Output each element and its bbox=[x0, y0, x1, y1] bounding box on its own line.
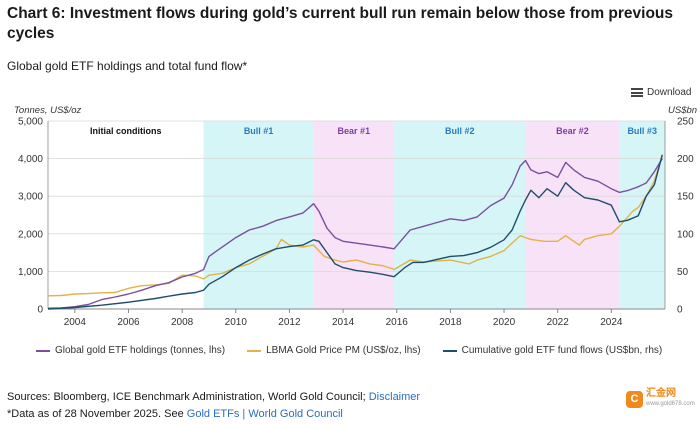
y-axis-title-left: Tonnes, US$/oz bbox=[14, 105, 81, 116]
y-tick-right-2: 100 bbox=[677, 229, 694, 240]
gold-etfs-link[interactable]: Gold ETFs | World Gold Council bbox=[186, 408, 343, 420]
sources-line: Sources: Bloomberg, ICE Benchmark Admini… bbox=[7, 389, 420, 406]
legend-swatch-flows bbox=[442, 349, 457, 352]
chart-subtitle: Global gold ETF holdings and total fund … bbox=[7, 59, 248, 73]
x-tick-9: 2022 bbox=[547, 317, 570, 328]
y-tick-right-5: 250 bbox=[677, 117, 694, 128]
legend-item-price[interactable]: LBMA Gold Price PM (US$/oz, lhs) bbox=[247, 345, 421, 356]
regime-label-5: Bull #3 bbox=[627, 126, 657, 136]
y-tick-left-4: 4,000 bbox=[18, 154, 43, 165]
y-tick-left-2: 2,000 bbox=[18, 229, 43, 240]
series-line-flows bbox=[47, 154, 663, 310]
legend-label-holdings: Global gold ETF holdings (tonnes, lhs) bbox=[55, 345, 226, 356]
regime-band-5 bbox=[619, 121, 665, 309]
legend-swatch-price bbox=[247, 349, 262, 352]
x-tick-3: 2010 bbox=[225, 317, 248, 328]
legend-item-holdings[interactable]: Global gold ETF holdings (tonnes, lhs) bbox=[36, 345, 225, 356]
x-tick-7: 2018 bbox=[439, 317, 462, 328]
y-tick-left-5: 5,000 bbox=[18, 117, 43, 128]
x-tick-5: 2014 bbox=[332, 317, 355, 328]
legend-swatch-holdings bbox=[36, 349, 50, 352]
y-tick-right-4: 200 bbox=[677, 154, 694, 165]
legend-item-flows[interactable]: Cumulative gold ETF fund flows (US$bn, r… bbox=[442, 345, 663, 356]
y-tick-left-0: 0 bbox=[37, 305, 43, 316]
x-tick-8: 2020 bbox=[493, 317, 516, 328]
regime-band-4 bbox=[525, 121, 620, 309]
regime-label-0: Initial conditions bbox=[90, 126, 162, 136]
logo-text: 汇金网 www.gold678.com bbox=[646, 389, 695, 409]
menu-icon bbox=[631, 88, 643, 97]
y-tick-right-3: 150 bbox=[677, 192, 694, 203]
regime-label-3: Bull #2 bbox=[445, 126, 475, 136]
logo-icon: C bbox=[626, 390, 643, 408]
regime-band-2 bbox=[313, 121, 395, 309]
regime-label-2: Bear #1 bbox=[338, 126, 371, 136]
x-tick-4: 2012 bbox=[278, 317, 301, 328]
y-tick-left-1: 1,000 bbox=[18, 267, 43, 278]
y-axis-title-right: US$bn bbox=[668, 105, 697, 116]
logo-url: www.gold678.com bbox=[646, 401, 695, 407]
chart-title: Chart 6: Investment flows during gold’s … bbox=[7, 5, 674, 42]
sources-text: Sources: Bloomberg, ICE Benchmark Admini… bbox=[7, 391, 369, 403]
y-tick-right-0: 0 bbox=[677, 305, 683, 316]
chart-svg: 0 1,000 2,000 3,000 4,000 5,000 0 50 100 150 200 25… bbox=[14, 105, 697, 328]
logo-name: 汇金网 bbox=[646, 388, 676, 399]
note-text: *Data as of 28 November 2025. See bbox=[7, 408, 187, 420]
download-label: Download bbox=[647, 87, 692, 98]
x-tick-10: 2024 bbox=[600, 317, 623, 328]
series-line-holdings bbox=[47, 158, 663, 309]
y-tick-right-1: 50 bbox=[677, 267, 689, 278]
note-line: *Data as of 28 November 2025. See Gold E… bbox=[7, 406, 420, 423]
regime-band-3 bbox=[394, 121, 526, 309]
x-tick-6: 2016 bbox=[386, 317, 409, 328]
regime-label-1: Bull #1 bbox=[244, 126, 274, 136]
y-tick-left-3: 3,000 bbox=[18, 192, 43, 203]
x-tick-0: 2004 bbox=[64, 317, 87, 328]
chart-legend: Global gold ETF holdings (tonnes, lhs) L… bbox=[36, 345, 662, 356]
x-tick-1: 2006 bbox=[117, 317, 140, 328]
site-logo: C 汇金网 www.gold678.com bbox=[626, 389, 695, 409]
legend-label-flows: Cumulative gold ETF fund flows (US$bn, r… bbox=[461, 345, 663, 356]
sources-block: Sources: Bloomberg, ICE Benchmark Admini… bbox=[7, 389, 420, 423]
x-tick-2: 2008 bbox=[171, 317, 194, 328]
regime-label-4: Bear #2 bbox=[556, 126, 589, 136]
download-button[interactable]: Download bbox=[631, 87, 691, 98]
legend-label-price: LBMA Gold Price PM (US$/oz, lhs) bbox=[266, 345, 421, 356]
disclaimer-link[interactable]: Disclaimer bbox=[368, 391, 421, 403]
